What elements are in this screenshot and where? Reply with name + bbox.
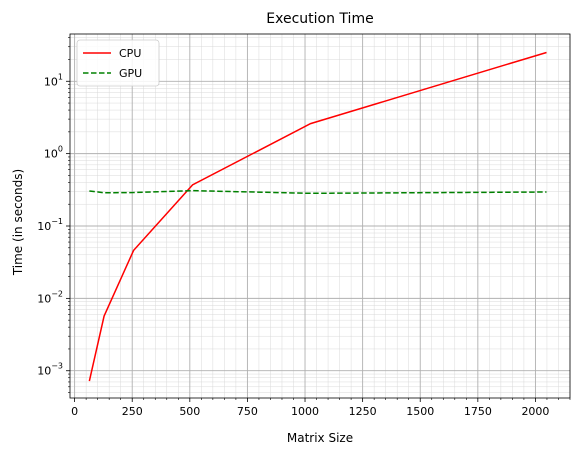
y-tick-base: 10 — [44, 75, 58, 88]
y-tick-exponent: −3 — [51, 362, 63, 371]
y-tick-label: 10−1 — [37, 217, 63, 233]
x-tick-label: 500 — [179, 405, 200, 418]
y-tick-label: 101 — [44, 72, 63, 88]
series-line-cpu — [88, 51, 547, 382]
legend-label-cpu: CPU — [119, 47, 141, 60]
y-axis-label: Time (in seconds) — [11, 169, 25, 276]
x-tick-label: 1250 — [349, 405, 377, 418]
y-tick-base: 10 — [37, 365, 51, 378]
legend-label-gpu: GPU — [119, 67, 142, 80]
y-tick-exponent: −1 — [51, 217, 63, 226]
y-tick-label: 10−3 — [37, 362, 63, 378]
y-tick-exponent: −2 — [51, 289, 63, 298]
x-tick-label: 750 — [237, 405, 258, 418]
x-tick-label: 2000 — [521, 405, 549, 418]
y-tick-label: 100 — [44, 145, 63, 161]
x-tick-label: 1500 — [406, 405, 434, 418]
y-tick-base: 10 — [37, 292, 51, 305]
legend: CPU GPU — [76, 39, 160, 87]
legend-box — [76, 39, 160, 87]
x-tick-label: 250 — [122, 405, 143, 418]
y-tick-label: 10−2 — [37, 289, 63, 305]
y-tick-base: 10 — [44, 148, 58, 161]
series-line-gpu — [89, 189, 547, 195]
y-tick-exponent: 1 — [58, 72, 63, 81]
axis-ticks: 0 250 500 750 1000 1250 1500 1750 200010−310−210… — [37, 37, 571, 418]
y-tick-exponent: 0 — [58, 145, 63, 154]
x-axis-label: Matrix Size — [287, 431, 353, 445]
chart-title: Execution Time — [266, 11, 373, 27]
x-tick-label: 0 — [71, 405, 78, 418]
x-tick-label: 1750 — [464, 405, 492, 418]
x-tick-label: 1000 — [291, 405, 319, 418]
plot-frame — [69, 33, 571, 399]
y-tick-base: 10 — [37, 220, 51, 233]
grid — [70, 34, 571, 398]
plot-lines — [88, 51, 547, 382]
